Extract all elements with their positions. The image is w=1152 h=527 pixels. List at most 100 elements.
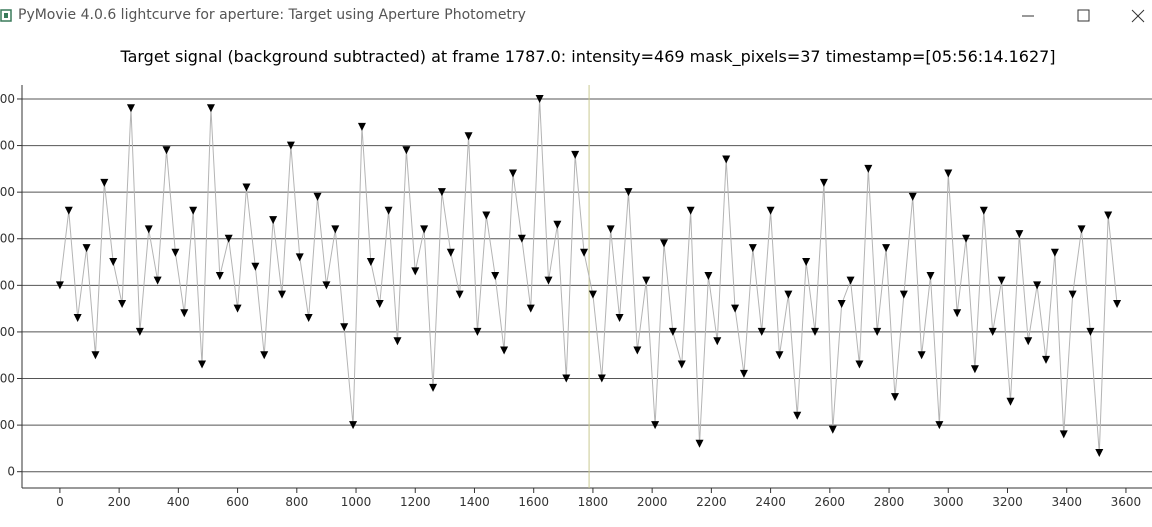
- data-point: [251, 262, 260, 271]
- data-point: [580, 248, 589, 257]
- x-tick-label: 2600: [815, 495, 846, 509]
- data-point: [917, 351, 926, 360]
- data-point: [882, 244, 891, 253]
- y-tick-label: 600: [0, 185, 15, 199]
- data-point: [411, 267, 420, 276]
- title-bar: PyMovie 4.0.6 lightcurve for aperture: T…: [0, 0, 1152, 32]
- data-point: [935, 421, 944, 430]
- x-tick-label: 3000: [933, 495, 964, 509]
- data-point: [677, 360, 686, 369]
- data-point: [890, 393, 899, 402]
- data-point: [704, 272, 713, 281]
- x-tick-label: 400: [167, 495, 190, 509]
- x-tick-label: 1400: [459, 495, 490, 509]
- data-point: [624, 188, 633, 197]
- y-tick-label: 200: [0, 372, 15, 386]
- data-point: [198, 360, 207, 369]
- data-point: [1104, 211, 1113, 220]
- data-point: [1095, 449, 1104, 458]
- data-point: [1086, 327, 1095, 336]
- data-point: [819, 178, 828, 187]
- chart-title: Target signal (background subtracted) at…: [119, 47, 1055, 67]
- data-point: [828, 425, 837, 434]
- data-point: [802, 258, 811, 267]
- x-tick-label: 1600: [518, 495, 549, 509]
- x-tick-label: 3600: [1111, 495, 1142, 509]
- data-point: [544, 276, 553, 285]
- data-point: [473, 327, 482, 336]
- data-point: [135, 327, 144, 336]
- data-point: [349, 421, 358, 430]
- y-tick-label: 800: [0, 92, 15, 106]
- data-point: [420, 225, 429, 234]
- data-point: [899, 290, 908, 299]
- data-point: [988, 327, 997, 336]
- data-point: [944, 169, 953, 178]
- data-point: [357, 122, 366, 131]
- data-point: [402, 146, 411, 155]
- chart: Target signal (background subtracted) at…: [0, 47, 1152, 509]
- data-point: [464, 132, 473, 141]
- data-point: [651, 421, 660, 430]
- data-point: [864, 164, 873, 173]
- data-point: [535, 94, 544, 103]
- data-point: [731, 304, 740, 313]
- data-point: [126, 104, 135, 113]
- data-point: [739, 369, 748, 378]
- data-point: [55, 281, 64, 290]
- data-point: [571, 150, 580, 159]
- x-tick-label: 800: [285, 495, 308, 509]
- data-point: [659, 239, 668, 248]
- close-button[interactable]: [1131, 9, 1145, 23]
- data-point: [953, 309, 962, 318]
- data-point: [100, 178, 109, 187]
- x-tick-label: 2400: [755, 495, 786, 509]
- data-point: [375, 299, 384, 308]
- data-point: [508, 169, 517, 178]
- data-point: [855, 360, 864, 369]
- y-tick-label: 700: [0, 139, 15, 153]
- data-point: [846, 276, 855, 285]
- data-point: [1068, 290, 1077, 299]
- data-point: [615, 313, 624, 322]
- data-point: [233, 304, 242, 313]
- data-point: [1033, 281, 1042, 290]
- data-point: [224, 234, 233, 243]
- data-point: [171, 248, 180, 257]
- data-point: [277, 290, 286, 299]
- data-point: [286, 141, 295, 150]
- data-point: [695, 439, 704, 448]
- data-point: [526, 304, 535, 313]
- data-point: [455, 290, 464, 299]
- data-point: [206, 104, 215, 113]
- data-point: [295, 253, 304, 262]
- data-point: [633, 346, 642, 355]
- x-tick-label: 3400: [1051, 495, 1082, 509]
- x-tick-label: 1000: [341, 495, 372, 509]
- x-tick-label: 1800: [578, 495, 609, 509]
- window-controls[interactable]: [1002, 0, 1152, 32]
- data-point: [446, 248, 455, 257]
- x-tick-label: 200: [108, 495, 131, 509]
- y-tick-label: 300: [0, 325, 15, 339]
- data-point: [597, 374, 606, 383]
- data-point: [642, 276, 651, 285]
- data-point: [144, 225, 153, 234]
- data-point: [1024, 337, 1033, 346]
- maximize-button[interactable]: [1077, 9, 1090, 22]
- x-tick-label: 2200: [696, 495, 727, 509]
- y-tick-label: 0: [7, 465, 15, 479]
- data-point: [713, 337, 722, 346]
- data-point: [73, 313, 82, 322]
- x-tick-label: 1200: [400, 495, 431, 509]
- data-point: [393, 337, 402, 346]
- data-point: [926, 272, 935, 281]
- data-point: [331, 225, 340, 234]
- data-point: [775, 351, 784, 360]
- data-point: [1113, 299, 1122, 308]
- data-point: [304, 313, 313, 322]
- app-icon: [0, 9, 12, 22]
- y-tick-label: 500: [0, 232, 15, 246]
- window-title: PyMovie 4.0.6 lightcurve for aperture: T…: [18, 7, 526, 23]
- data-point: [997, 276, 1006, 285]
